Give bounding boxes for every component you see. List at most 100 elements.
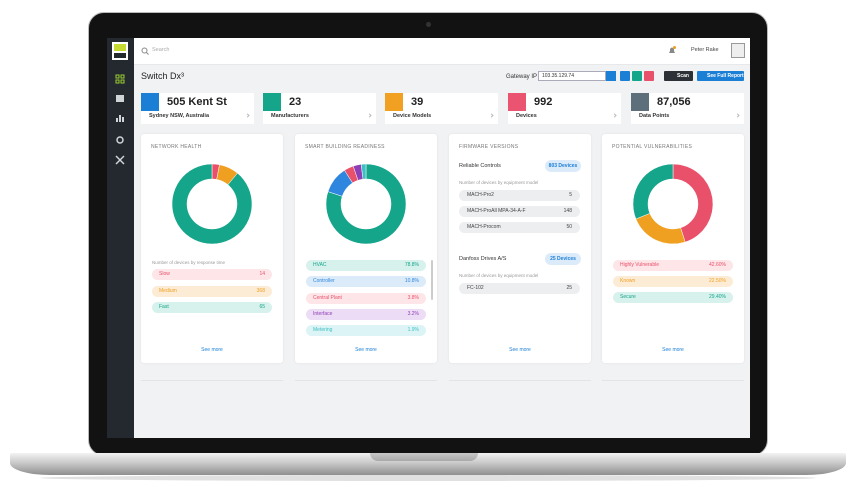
stat-label: Data Points: [639, 113, 670, 119]
select-toggle[interactable]: [606, 71, 616, 81]
camera: [426, 22, 431, 27]
nav-dashboard[interactable]: [115, 74, 125, 84]
nav-tools[interactable]: [115, 155, 125, 165]
nav-layout[interactable]: [116, 95, 124, 102]
legend-name: Controller: [313, 278, 335, 285]
group-caption: Number of devices by equipment model: [459, 180, 539, 185]
legend-pill[interactable]: Highly Vulnerable 42.60%: [613, 260, 733, 271]
search-icon: [141, 47, 149, 55]
gateway-label: Gateway IP: [506, 74, 538, 80]
stat-arrow[interactable]: [612, 113, 617, 118]
panel-title: POTENTIAL VULNERABILITIES: [612, 144, 693, 150]
device-badge[interactable]: [545, 253, 581, 265]
stat-arrow[interactable]: [489, 113, 494, 118]
see-more[interactable]: See more: [509, 347, 531, 353]
legend-value: 22.50%: [709, 278, 726, 284]
stat-icon: [263, 93, 281, 111]
report-button[interactable]: [697, 71, 744, 81]
edit-button[interactable]: [620, 71, 630, 81]
legend-pill[interactable]: Known 22.50%: [613, 276, 733, 287]
donut-chart: [325, 163, 407, 245]
model-row[interactable]: MACH-Procom 50: [459, 222, 580, 233]
stat-label: Manufacturers: [271, 113, 309, 119]
donut-segment: [360, 163, 367, 180]
legend-name: Secure: [620, 294, 636, 300]
stat-icon: [508, 93, 526, 111]
user-avatar[interactable]: [731, 43, 745, 58]
legend-pill[interactable]: Central Plant 3.8%: [306, 292, 426, 304]
model-row[interactable]: MACH-ProAll MPA-34-A-F 148: [459, 206, 580, 217]
delete-button[interactable]: [644, 71, 654, 81]
device-badge[interactable]: [545, 160, 581, 172]
screen: Search Peter Rake Switch Dx³ Gateway IP …: [107, 38, 750, 438]
panel-placeholder: [141, 380, 283, 381]
panel: NETWORK HEALTH See more Number of devices …: [141, 134, 283, 363]
legend-value: 78.8%: [404, 262, 419, 268]
legend-value: 10.8%: [404, 278, 419, 285]
legend-pill[interactable]: Slow 14: [152, 269, 272, 280]
legend-name: Known: [620, 278, 636, 284]
donut-segment: [325, 163, 407, 245]
nav-settings[interactable]: [116, 136, 124, 144]
panel-placeholder: [295, 380, 437, 381]
see-more[interactable]: See more: [355, 347, 377, 353]
stat-arrow[interactable]: [245, 113, 250, 118]
add-button[interactable]: [632, 71, 642, 81]
donut-chart: [632, 163, 714, 245]
legend-value: 3.8%: [407, 294, 419, 301]
user-name[interactable]: Peter Rake: [691, 47, 719, 53]
legend-pill[interactable]: Secure 29.40%: [613, 292, 733, 303]
see-more[interactable]: See more: [201, 347, 223, 353]
donut-segment: [635, 213, 686, 245]
model-row[interactable]: MACH-Pro2 5: [459, 190, 580, 201]
panel-title: NETWORK HEALTH: [151, 144, 202, 150]
logo-mark[interactable]: [114, 44, 126, 51]
legend-value: 1.9%: [407, 327, 419, 334]
legend-pill[interactable]: Metering 1.9%: [306, 325, 426, 337]
model-row[interactable]: FC-102 25: [459, 283, 580, 294]
panel: FIRMWARE VERSIONS See more Reliable Contro…: [449, 134, 591, 363]
legend-pill[interactable]: Medium 368: [152, 285, 272, 297]
scan-label: Scan: [677, 73, 689, 79]
stat-value: 505 Kent St: [167, 96, 227, 108]
model-name: MACH-Procom: [467, 224, 501, 230]
chart-caption: Number of devices by response time: [152, 260, 226, 265]
panel-title: FIRMWARE VERSIONS: [459, 144, 519, 150]
donut-segment: [672, 163, 714, 243]
legend-name: Slow: [159, 271, 170, 277]
stat-card: 992 Devices: [508, 93, 621, 124]
page-title: Switch Dx³: [141, 71, 185, 81]
stat-value: 87,056: [657, 96, 691, 108]
nav-reports[interactable]: [116, 115, 124, 122]
model-name: MACH-Pro2: [467, 192, 494, 198]
search-input[interactable]: Search: [152, 47, 170, 53]
stat-label: Device Models: [393, 113, 432, 119]
stat-card: 87,056 Data Points: [631, 93, 744, 124]
legend-name: Fast: [159, 304, 169, 310]
legend-name: Central Plant: [313, 294, 342, 301]
panel-title: SMART BUILDING READINESS: [305, 144, 385, 150]
stat-label: Devices: [516, 113, 537, 119]
donut-chart: [171, 163, 253, 245]
scrollbar: [431, 260, 433, 300]
legend-pill[interactable]: Interface 3.2%: [306, 308, 426, 320]
stat-card: 39 Device Models: [385, 93, 498, 124]
gateway-select[interactable]: [538, 71, 606, 81]
stat-icon: [141, 93, 159, 111]
panel: SMART BUILDING READINESS See more HVAC 78.8…: [295, 134, 437, 363]
see-more[interactable]: See more: [662, 347, 684, 353]
model-name: FC-102: [467, 285, 484, 291]
device-badge-label: 25 Devices: [550, 256, 576, 262]
legend-pill[interactable]: HVAC 78.8%: [306, 260, 426, 271]
sidebar: [107, 38, 134, 438]
legend-pill[interactable]: Fast 65: [152, 302, 272, 313]
legend-pill[interactable]: Controller 10.8%: [306, 276, 426, 288]
stat-arrow[interactable]: [735, 113, 740, 118]
donut-segment: [171, 163, 253, 245]
scan-button[interactable]: [664, 71, 693, 81]
stat-arrow[interactable]: [367, 113, 372, 118]
group-caption: Number of devices by equipment model: [459, 273, 539, 278]
gateway-ip: 103.35.129.74: [542, 73, 574, 79]
notification-bell[interactable]: [668, 46, 676, 55]
stat-icon: [631, 93, 649, 111]
